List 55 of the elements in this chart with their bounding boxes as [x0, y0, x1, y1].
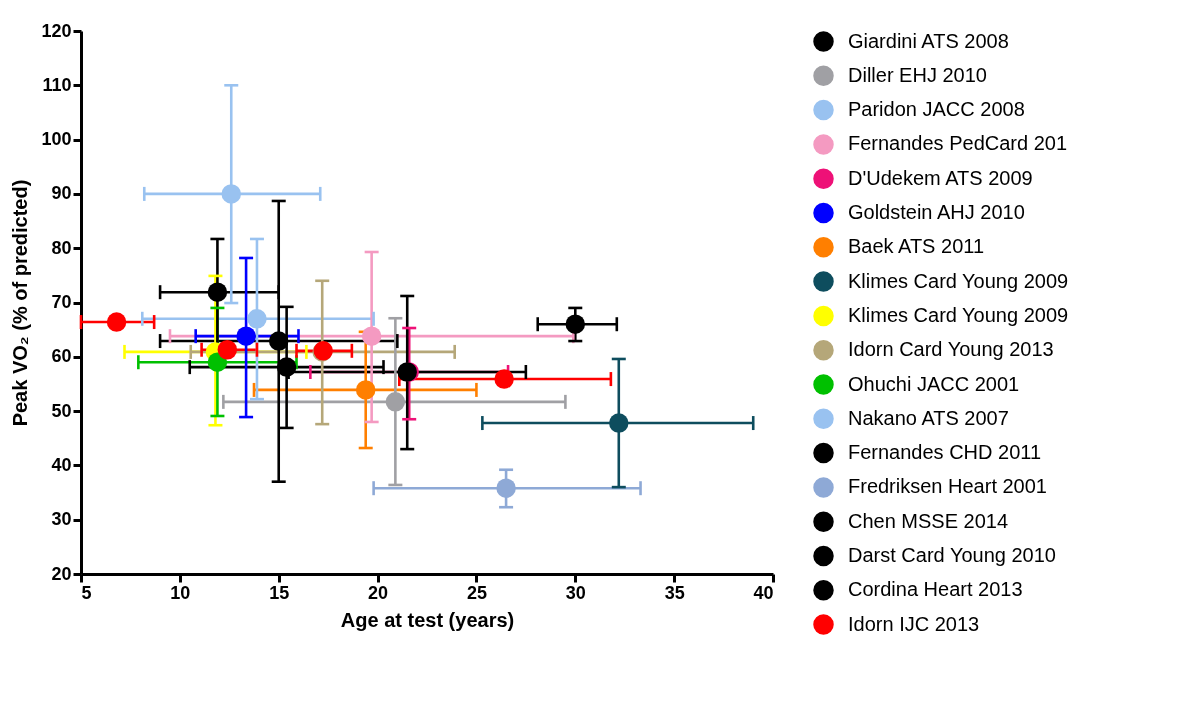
y-tick-label: 100: [41, 129, 72, 150]
point: [207, 282, 228, 302]
legend-label: Idorn IJC 2013: [848, 612, 980, 635]
legend-label: Ohuchi JACC 2001: [848, 372, 1020, 395]
point: [494, 369, 514, 389]
legend-label: Fernandes CHD 2011: [848, 441, 1042, 464]
x-tick-label: 35: [664, 582, 685, 603]
legend-label: Diller EHJ 2010: [848, 63, 987, 86]
legend-label: D'Udekem ATS 2009: [848, 166, 1033, 189]
legend-label: Idorn Card Young 2013: [848, 338, 1054, 361]
y-tick-label: 30: [51, 509, 72, 530]
y-tick-label: 80: [51, 237, 72, 258]
x-tick-label: 15: [269, 582, 290, 603]
y-tick-label: 90: [51, 183, 72, 204]
y-tick-label: 20: [51, 563, 72, 584]
point: [361, 326, 382, 346]
legend-label: Baek ATS 2011: [848, 235, 985, 258]
legend-label: Fernandes PedCard 201: [848, 132, 1068, 155]
legend-label: Goldstein AHJ 2010: [848, 201, 1025, 223]
y-tick-label: 70: [51, 292, 72, 312]
legend-label: Darst Card Young 2010: [848, 544, 1056, 566]
x-tick-label: 30: [565, 582, 586, 603]
point: [496, 478, 516, 498]
x-tick-label: 5: [81, 582, 92, 603]
point: [268, 331, 289, 351]
point: [221, 184, 242, 204]
legend-label: Cordina Heart 2013: [848, 578, 1023, 601]
legend-label: Fredriksen Heart 2001: [848, 475, 1047, 498]
point: [236, 326, 256, 346]
point: [106, 312, 127, 332]
point: [247, 309, 267, 329]
legend-label: Klimes Card Young 2009: [848, 269, 1069, 292]
y-tick-label: 120: [41, 20, 72, 41]
point: [207, 352, 228, 372]
y-tick-label: 60: [51, 346, 72, 367]
x-tick-label: 20: [368, 582, 389, 603]
point: [276, 357, 297, 377]
point: [355, 380, 376, 400]
x-tick-label: 25: [466, 582, 487, 603]
legend-label: Chen MSSE 2014: [848, 509, 1009, 532]
x-tick-label: 40: [753, 582, 774, 603]
point: [565, 314, 586, 334]
point: [609, 413, 629, 433]
legend-label: Klimes Card Young 2009: [848, 303, 1069, 326]
legend-label: Nakano ATS 2007: [848, 406, 1009, 429]
y-axis-title: Peak VO₂ (% of predicted): [9, 179, 32, 427]
legend-label: Paridon JACC 2008: [848, 98, 1025, 121]
y-tick-label: 40: [51, 454, 72, 475]
x-tick-label: 10: [170, 582, 191, 603]
point: [385, 392, 406, 412]
legend-label: Giardini ATS 2008: [848, 29, 1009, 52]
x-axis-title: Age at test (years): [340, 608, 515, 631]
point: [217, 340, 238, 360]
y-tick-label: 110: [42, 74, 72, 95]
y-tick-label: 50: [51, 400, 72, 421]
